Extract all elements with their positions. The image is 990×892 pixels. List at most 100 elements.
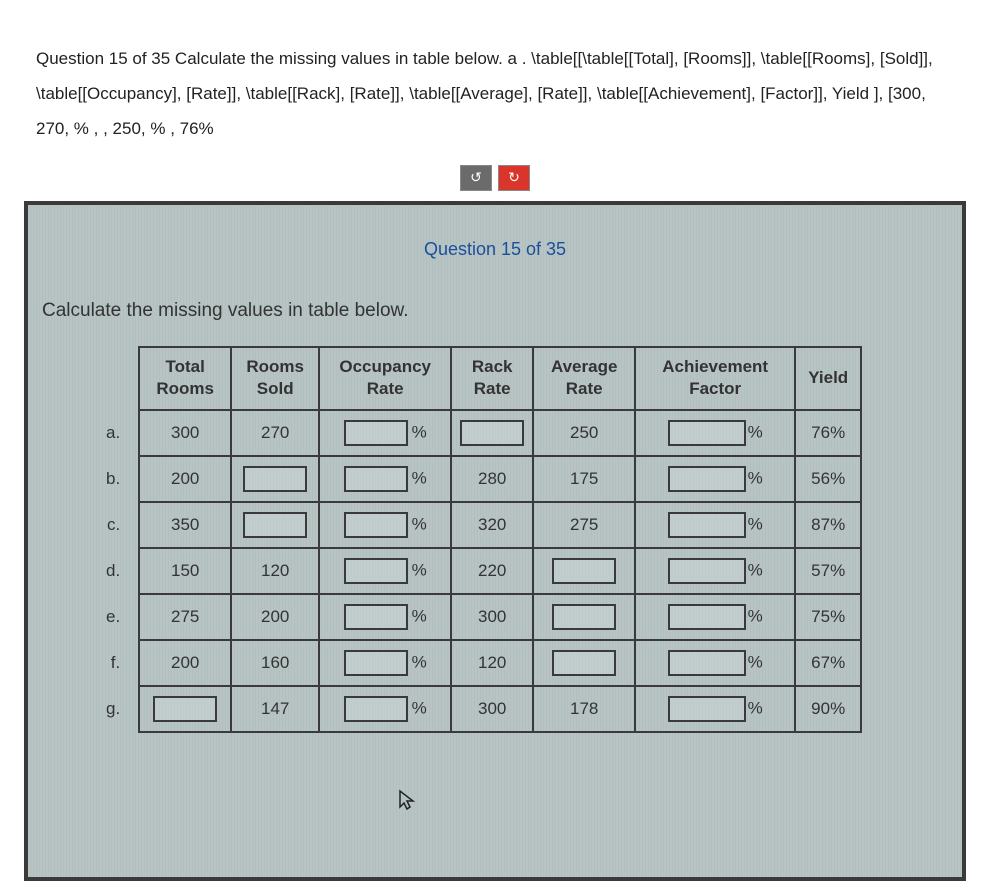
cell-average-rate bbox=[533, 548, 635, 594]
achievement-factor-input[interactable] bbox=[668, 466, 746, 492]
rooms-sold-input[interactable] bbox=[243, 466, 307, 492]
cursor-icon bbox=[398, 789, 416, 817]
cell-total-rooms: 200 bbox=[139, 640, 231, 686]
occupancy-rate-input[interactable] bbox=[344, 512, 408, 538]
achievement-factor-input[interactable] bbox=[668, 558, 746, 584]
table-row: a.300270%250%76% bbox=[98, 410, 861, 456]
cell-occupancy-rate: % bbox=[319, 640, 451, 686]
redo-button[interactable]: ↻ bbox=[498, 165, 530, 191]
cell-yield: 57% bbox=[795, 548, 861, 594]
rack-rate-input[interactable] bbox=[460, 420, 524, 446]
cell-total-rooms: 350 bbox=[139, 502, 231, 548]
percent-label: % bbox=[412, 515, 427, 534]
cell-occupancy-rate: % bbox=[319, 686, 451, 732]
cell-achievement-factor: % bbox=[635, 640, 795, 686]
percent-label: % bbox=[748, 469, 763, 488]
cell-yield: 76% bbox=[795, 410, 861, 456]
row-label: c. bbox=[98, 502, 139, 548]
cell-total-rooms: 275 bbox=[139, 594, 231, 640]
row-label: a. bbox=[98, 410, 139, 456]
cell-achievement-factor: % bbox=[635, 456, 795, 502]
cell-rooms-sold bbox=[231, 456, 319, 502]
cell-rooms-sold: 147 bbox=[231, 686, 319, 732]
cell-average-rate: 275 bbox=[533, 502, 635, 548]
cell-rack-rate: 300 bbox=[451, 594, 533, 640]
cell-achievement-factor: % bbox=[635, 686, 795, 732]
cell-occupancy-rate: % bbox=[319, 456, 451, 502]
header-yield: Yield bbox=[795, 347, 861, 411]
percent-label: % bbox=[412, 561, 427, 580]
achievement-factor-input[interactable] bbox=[668, 696, 746, 722]
occupancy-rate-input[interactable] bbox=[344, 558, 408, 584]
cell-achievement-factor: % bbox=[635, 594, 795, 640]
cell-rooms-sold: 120 bbox=[231, 548, 319, 594]
percent-label: % bbox=[748, 515, 763, 534]
header-rooms-sold: Rooms Sold bbox=[231, 347, 319, 411]
achievement-factor-input[interactable] bbox=[668, 650, 746, 676]
average-rate-input[interactable] bbox=[552, 604, 616, 630]
achievement-factor-input[interactable] bbox=[668, 604, 746, 630]
cell-total-rooms: 300 bbox=[139, 410, 231, 456]
cell-occupancy-rate: % bbox=[319, 548, 451, 594]
percent-label: % bbox=[412, 653, 427, 672]
row-label: f. bbox=[98, 640, 139, 686]
table-row: f.200160%120%67% bbox=[98, 640, 861, 686]
cell-rooms-sold: 200 bbox=[231, 594, 319, 640]
cell-total-rooms: 200 bbox=[139, 456, 231, 502]
cell-rack-rate: 120 bbox=[451, 640, 533, 686]
occupancy-rate-input[interactable] bbox=[344, 466, 408, 492]
cell-rack-rate: 320 bbox=[451, 502, 533, 548]
cell-yield: 87% bbox=[795, 502, 861, 548]
percent-label: % bbox=[412, 607, 427, 626]
cell-rooms-sold: 270 bbox=[231, 410, 319, 456]
percent-label: % bbox=[748, 653, 763, 672]
cell-achievement-factor: % bbox=[635, 410, 795, 456]
cell-rack-rate: 280 bbox=[451, 456, 533, 502]
row-label: e. bbox=[98, 594, 139, 640]
cell-average-rate: 178 bbox=[533, 686, 635, 732]
header-occupancy-rate: Occupancy Rate bbox=[319, 347, 451, 411]
rooms-sold-input[interactable] bbox=[243, 512, 307, 538]
cell-rack-rate: 220 bbox=[451, 548, 533, 594]
total-rooms-input[interactable] bbox=[153, 696, 217, 722]
header-achievement-factor: Achievement Factor bbox=[635, 347, 795, 411]
occupancy-rate-input[interactable] bbox=[344, 650, 408, 676]
cell-yield: 75% bbox=[795, 594, 861, 640]
percent-label: % bbox=[748, 607, 763, 626]
occupancy-rate-input[interactable] bbox=[344, 696, 408, 722]
achievement-factor-input[interactable] bbox=[668, 420, 746, 446]
percent-label: % bbox=[748, 699, 763, 718]
panel-instruction: Calculate the missing values in table be… bbox=[28, 300, 962, 346]
table-row: g.147%300178%90% bbox=[98, 686, 861, 732]
cell-yield: 67% bbox=[795, 640, 861, 686]
table-row: e.275200% 300% 75% bbox=[98, 594, 861, 640]
panel-title: Question 15 of 35 bbox=[28, 205, 962, 300]
cell-total-rooms: 150 bbox=[139, 548, 231, 594]
row-label: b. bbox=[98, 456, 139, 502]
occupancy-rate-input[interactable] bbox=[344, 420, 408, 446]
question-panel: Question 15 of 35 Calculate the missing … bbox=[24, 201, 966, 881]
cell-rooms-sold bbox=[231, 502, 319, 548]
average-rate-input[interactable] bbox=[552, 558, 616, 584]
occupancy-rate-input[interactable] bbox=[344, 604, 408, 630]
cell-average-rate: 250 bbox=[533, 410, 635, 456]
row-label: d. bbox=[98, 548, 139, 594]
table-row: c.350% 320275% 87% bbox=[98, 502, 861, 548]
average-rate-input[interactable] bbox=[552, 650, 616, 676]
table-row: b.200%280175%56% bbox=[98, 456, 861, 502]
toolbar: ↺ ↻ bbox=[0, 165, 990, 191]
achievement-factor-input[interactable] bbox=[668, 512, 746, 538]
cell-achievement-factor: % bbox=[635, 548, 795, 594]
header-blank bbox=[98, 347, 139, 411]
cell-total-rooms bbox=[139, 686, 231, 732]
cell-occupancy-rate: % bbox=[319, 502, 451, 548]
header-average-rate: Average Rate bbox=[533, 347, 635, 411]
percent-label: % bbox=[748, 423, 763, 442]
percent-label: % bbox=[748, 561, 763, 580]
undo-button[interactable]: ↺ bbox=[460, 165, 492, 191]
cell-yield: 56% bbox=[795, 456, 861, 502]
cell-average-rate bbox=[533, 640, 635, 686]
cell-rack-rate bbox=[451, 410, 533, 456]
percent-label: % bbox=[412, 699, 427, 718]
percent-label: % bbox=[412, 469, 427, 488]
